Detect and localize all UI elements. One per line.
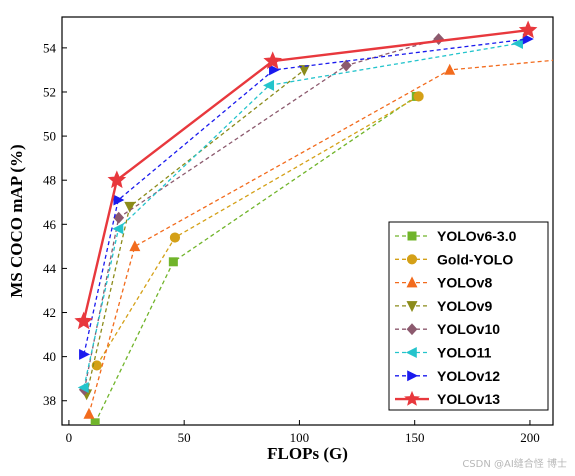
data-point bbox=[77, 382, 89, 393]
y-axis-ticks: 38 40 42 44 46 48 50 52 54 bbox=[43, 40, 67, 408]
x-axis-title: FLOPs (G) bbox=[267, 444, 348, 463]
series-line bbox=[83, 38, 439, 390]
series-yolov12 bbox=[79, 33, 534, 360]
series-layer bbox=[74, 20, 553, 425]
legend-label: Gold-YOLO bbox=[437, 251, 513, 267]
data-point bbox=[340, 59, 352, 72]
legend-marker bbox=[406, 301, 418, 313]
legend-item: YOLOv6-3.0 bbox=[395, 228, 517, 244]
series-yolov9 bbox=[81, 65, 310, 401]
series-gold-yolo bbox=[91, 91, 424, 371]
data-point bbox=[129, 240, 141, 252]
data-point bbox=[298, 65, 310, 77]
legend-item: Gold-YOLO bbox=[395, 251, 513, 267]
legend-label: YOLOv9 bbox=[437, 298, 492, 314]
data-point bbox=[168, 257, 178, 267]
data-point bbox=[113, 194, 125, 206]
data-point bbox=[169, 232, 181, 243]
series-line bbox=[83, 38, 528, 355]
y-tick-label: 48 bbox=[43, 173, 56, 188]
y-tick-label: 50 bbox=[43, 129, 56, 144]
legend-label: YOLO11 bbox=[437, 345, 492, 361]
series-line bbox=[82, 29, 529, 322]
y-tick-label: 38 bbox=[43, 393, 56, 408]
data-point bbox=[413, 91, 424, 102]
x-tick-label: 0 bbox=[66, 430, 73, 445]
legend-marker bbox=[406, 276, 418, 288]
data-point bbox=[112, 223, 124, 235]
legend-label: YOLOv10 bbox=[437, 321, 500, 337]
series-line bbox=[96, 95, 419, 366]
series-yolov8 bbox=[83, 59, 553, 419]
data-point bbox=[79, 348, 91, 360]
x-tick-label: 200 bbox=[520, 430, 540, 445]
legend-box bbox=[388, 221, 549, 411]
legend-marker bbox=[407, 231, 417, 241]
legend-item: YOLOv10 bbox=[395, 321, 500, 337]
data-point bbox=[83, 407, 95, 419]
watermark: CSDN @AI缝合怪 博士 bbox=[462, 459, 567, 470]
legend-item: YOLOv13 bbox=[395, 390, 500, 407]
legend-marker bbox=[406, 254, 418, 265]
legend-label: YOLOv8 bbox=[437, 275, 492, 291]
y-tick-label: 52 bbox=[43, 84, 56, 99]
legend-item: YOLOv12 bbox=[395, 368, 500, 384]
legend-item: YOLOv9 bbox=[395, 298, 492, 314]
series-line bbox=[88, 59, 553, 415]
data-point bbox=[512, 37, 523, 49]
data-point bbox=[269, 64, 281, 76]
y-tick-label: 54 bbox=[43, 40, 57, 55]
legend-item: YOLO11 bbox=[395, 345, 492, 361]
series-yolo11 bbox=[77, 37, 523, 393]
legend-marker bbox=[405, 347, 417, 358]
data-point bbox=[107, 170, 127, 189]
x-tick-label: 50 bbox=[178, 430, 191, 445]
y-tick-label: 44 bbox=[43, 261, 57, 276]
series-line bbox=[94, 95, 417, 424]
y-axis-title: MS COCO mAP (%) bbox=[7, 144, 26, 297]
x-axis-ticks: 0 50 100 150 200 bbox=[66, 420, 540, 445]
legend-label: YOLOv6-3.0 bbox=[437, 228, 517, 244]
legend-item: YOLOv8 bbox=[395, 275, 492, 291]
plot-frame bbox=[61, 16, 554, 426]
series-line bbox=[83, 42, 519, 388]
series-yolov13 bbox=[74, 20, 538, 330]
x-tick-label: 100 bbox=[290, 430, 310, 445]
y-tick-label: 42 bbox=[43, 305, 56, 320]
data-point bbox=[263, 79, 275, 91]
data-point bbox=[522, 33, 534, 45]
legend-label: YOLOv13 bbox=[437, 391, 500, 407]
legend-marker bbox=[406, 323, 418, 336]
y-tick-label: 40 bbox=[43, 349, 56, 364]
legend-label: YOLOv12 bbox=[437, 368, 500, 384]
data-point bbox=[518, 20, 538, 39]
data-point bbox=[124, 201, 136, 213]
y-tick-label: 46 bbox=[43, 217, 57, 232]
data-point bbox=[90, 418, 100, 425]
legend: YOLOv6-3.0 Gold-YOLO YOLOv8 YOLOv9 YOLOv10 YO… bbox=[388, 221, 549, 411]
data-point bbox=[113, 211, 125, 224]
data-point bbox=[433, 33, 445, 46]
x-tick-label: 150 bbox=[405, 430, 425, 445]
data-point bbox=[263, 51, 282, 70]
legend-marker bbox=[407, 370, 419, 382]
data-point bbox=[444, 63, 456, 75]
data-point bbox=[74, 311, 93, 330]
legend-marker bbox=[404, 390, 420, 406]
series-yolov6-3-0 bbox=[90, 91, 421, 425]
